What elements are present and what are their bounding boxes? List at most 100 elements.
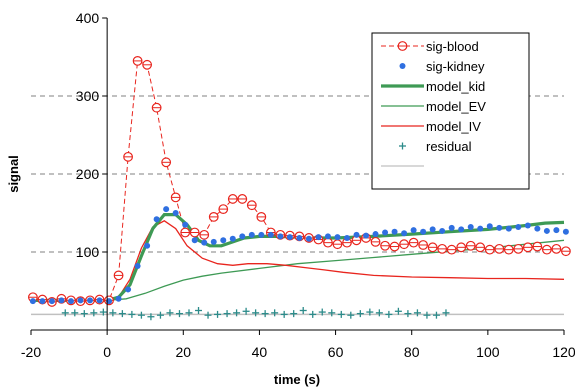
residual-point-27 bbox=[318, 308, 326, 316]
sig-kidney-point-15 bbox=[172, 210, 179, 216]
sig-blood-point-19 bbox=[208, 211, 219, 222]
residual-point-6 bbox=[118, 310, 126, 318]
series-model-kid-line bbox=[31, 213, 565, 302]
sig-kidney-point-9 bbox=[115, 295, 122, 302]
sig-blood-point-50 bbox=[503, 244, 514, 255]
sig-kidney-point-16 bbox=[182, 221, 189, 228]
sig-kidney-point-28 bbox=[296, 234, 303, 241]
legend-item-1-label: sig-kidney bbox=[426, 59, 485, 74]
x-tick-label-7: 120 bbox=[552, 344, 575, 360]
residual-point-31 bbox=[356, 310, 364, 318]
residual-point-13 bbox=[185, 309, 193, 317]
sig-kidney-point-56 bbox=[562, 228, 569, 235]
sig-kidney-point-5 bbox=[77, 297, 84, 304]
residual-point-12 bbox=[175, 310, 183, 318]
sig-kidney-point-47 bbox=[477, 225, 484, 232]
residual-point-38 bbox=[423, 311, 431, 319]
sig-blood-point-37 bbox=[380, 240, 390, 251]
sig-blood-point-31 bbox=[323, 237, 333, 248]
sig-blood-point-10 bbox=[123, 151, 133, 162]
sig-kidney-point-36 bbox=[372, 231, 379, 238]
legend: sig-blood sig-kidney model_kid model_EVmode… bbox=[371, 32, 530, 190]
sig-kidney-point-7 bbox=[96, 297, 103, 304]
sig-kidney-point-46 bbox=[467, 224, 474, 231]
sig-blood-point-12 bbox=[142, 59, 153, 70]
sig-kidney-point-29 bbox=[305, 235, 312, 242]
residual-point-0 bbox=[61, 309, 69, 317]
sig-blood-point-18 bbox=[199, 229, 210, 240]
sig-kidney-point-44 bbox=[448, 224, 455, 231]
legend-item-4-label: model_IV bbox=[426, 119, 481, 134]
sig-kidney-point-19 bbox=[210, 238, 217, 245]
sig-blood-point-17 bbox=[189, 227, 200, 238]
sig-blood-point-32 bbox=[332, 239, 343, 250]
legend-item-5-label: residual bbox=[426, 139, 472, 154]
residual-point-2 bbox=[80, 310, 88, 318]
x-tick-label-3: 40 bbox=[252, 344, 268, 360]
residual-point-20 bbox=[252, 309, 260, 317]
x-tick-label-5: 80 bbox=[404, 344, 420, 360]
sig-kidney-point-20 bbox=[220, 237, 227, 244]
sig-kidney-point-31 bbox=[324, 233, 331, 240]
sig-kidney-point-12 bbox=[144, 242, 151, 249]
sig-blood-point-23 bbox=[246, 200, 257, 211]
sig-kidney-point-32 bbox=[334, 234, 341, 241]
series-layer bbox=[28, 56, 571, 321]
sig-blood-point-44 bbox=[446, 244, 457, 255]
sig-kidney-point-1 bbox=[39, 298, 46, 305]
y-tick-label-3: 300 bbox=[76, 88, 100, 104]
sig-kidney-point-37 bbox=[382, 229, 389, 236]
sig-kidney-point-49 bbox=[496, 224, 503, 231]
sig-kidney-point-27 bbox=[286, 234, 293, 241]
residual-point-3 bbox=[90, 309, 98, 317]
sig-blood-point-15 bbox=[170, 192, 181, 203]
sig-blood-point-22 bbox=[237, 194, 248, 204]
x-tick-label-4: 60 bbox=[328, 344, 344, 360]
residual-point-37 bbox=[413, 309, 421, 317]
residual-point-40 bbox=[442, 309, 450, 317]
legend-item-2-label: model_kid bbox=[426, 79, 485, 94]
sig-kidney-point-18 bbox=[201, 239, 208, 246]
residual-point-10 bbox=[156, 311, 164, 319]
sig-blood-point-24 bbox=[256, 211, 267, 222]
series-model-iv-line bbox=[31, 220, 565, 302]
residual-point-39 bbox=[432, 311, 440, 319]
residual-point-30 bbox=[347, 311, 355, 319]
residual-point-18 bbox=[233, 309, 241, 317]
legend-item-0-label: sig-blood bbox=[426, 39, 479, 54]
sig-blood-point-20 bbox=[218, 204, 229, 215]
x-axis-title: time (s) bbox=[274, 372, 320, 387]
residual-point-36 bbox=[404, 310, 412, 318]
sig-kidney-point-11 bbox=[134, 263, 141, 270]
sig-kidney-point-35 bbox=[363, 232, 370, 239]
legend-box bbox=[371, 32, 530, 190]
x-tick-label-1: 0 bbox=[103, 344, 111, 360]
residual-point-26 bbox=[309, 310, 317, 318]
sig-kidney-point-3 bbox=[58, 297, 65, 304]
sig-kidney-point-13 bbox=[153, 216, 160, 223]
sig-kidney-point-43 bbox=[439, 227, 446, 234]
residual-point-25 bbox=[299, 307, 307, 314]
sig-blood-point-42 bbox=[427, 242, 438, 253]
sig-blood-point-51 bbox=[513, 243, 524, 254]
sig-kidney-point-30 bbox=[315, 234, 322, 241]
residual-point-8 bbox=[137, 311, 145, 319]
x-tick-label-2: 20 bbox=[175, 344, 191, 360]
sig-kidney-point-26 bbox=[277, 233, 284, 240]
sig-kidney-point-52 bbox=[524, 222, 531, 229]
residual-point-28 bbox=[328, 309, 336, 317]
residual-point-33 bbox=[375, 309, 383, 317]
sig-kidney-point-42 bbox=[429, 226, 436, 233]
residual-point-21 bbox=[261, 310, 269, 318]
sig-kidney-point-53 bbox=[534, 225, 541, 232]
residual-point-29 bbox=[337, 310, 345, 318]
sig-kidney-point-33 bbox=[343, 234, 350, 241]
sig-kidney-point-25 bbox=[267, 231, 274, 238]
residual-point-5 bbox=[109, 309, 117, 317]
sig-kidney-point-0 bbox=[29, 298, 36, 305]
residual-point-7 bbox=[128, 310, 136, 318]
residual-point-14 bbox=[195, 307, 203, 314]
legend-item-5-marker bbox=[399, 142, 406, 150]
sig-blood-point-36 bbox=[370, 236, 381, 247]
